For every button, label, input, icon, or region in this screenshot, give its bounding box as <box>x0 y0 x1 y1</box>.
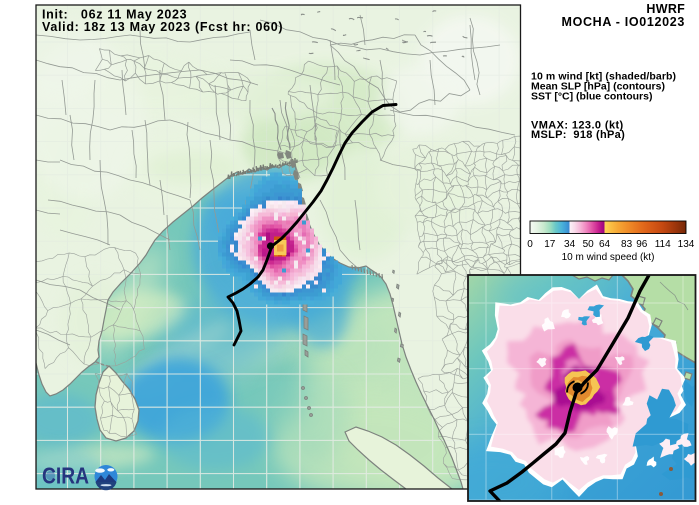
svg-text:10 m wind [kt] (shaded/barb): 10 m wind [kt] (shaded/barb) <box>531 71 676 83</box>
svg-text:34: 34 <box>564 239 576 250</box>
svg-text:96: 96 <box>636 239 648 250</box>
svg-text:83: 83 <box>621 239 633 250</box>
svg-text:0: 0 <box>527 239 533 250</box>
svg-text:VMAX: 123.0 (kt): VMAX: 123.0 (kt) <box>531 119 624 131</box>
svg-text:64: 64 <box>599 239 611 250</box>
svg-text:MOCHA - IO012023: MOCHA - IO012023 <box>562 15 686 29</box>
svg-text:Valid: 18z 13 May 2023 (Fcst h: Valid: 18z 13 May 2023 (Fcst hr: 060) <box>42 20 283 34</box>
svg-text:MSLP: 918 (hPa): MSLP: 918 (hPa) <box>531 129 625 141</box>
svg-text:17: 17 <box>544 239 556 250</box>
svg-text:SST [°C] (blue contours): SST [°C] (blue contours) <box>531 90 652 102</box>
svg-text:134: 134 <box>678 239 695 250</box>
svg-text:114: 114 <box>655 239 671 250</box>
svg-text:HWRF: HWRF <box>646 2 685 16</box>
svg-text:CIRA: CIRA <box>42 463 89 489</box>
svg-text:10 m wind speed (kt): 10 m wind speed (kt) <box>562 252 655 263</box>
svg-text:Mean SLP [hPa] (contours): Mean SLP [hPa] (contours) <box>531 81 665 93</box>
svg-text:50: 50 <box>583 239 595 250</box>
svg-text:Init: 06z 11 May 2023: Init: 06z 11 May 2023 <box>42 8 187 22</box>
